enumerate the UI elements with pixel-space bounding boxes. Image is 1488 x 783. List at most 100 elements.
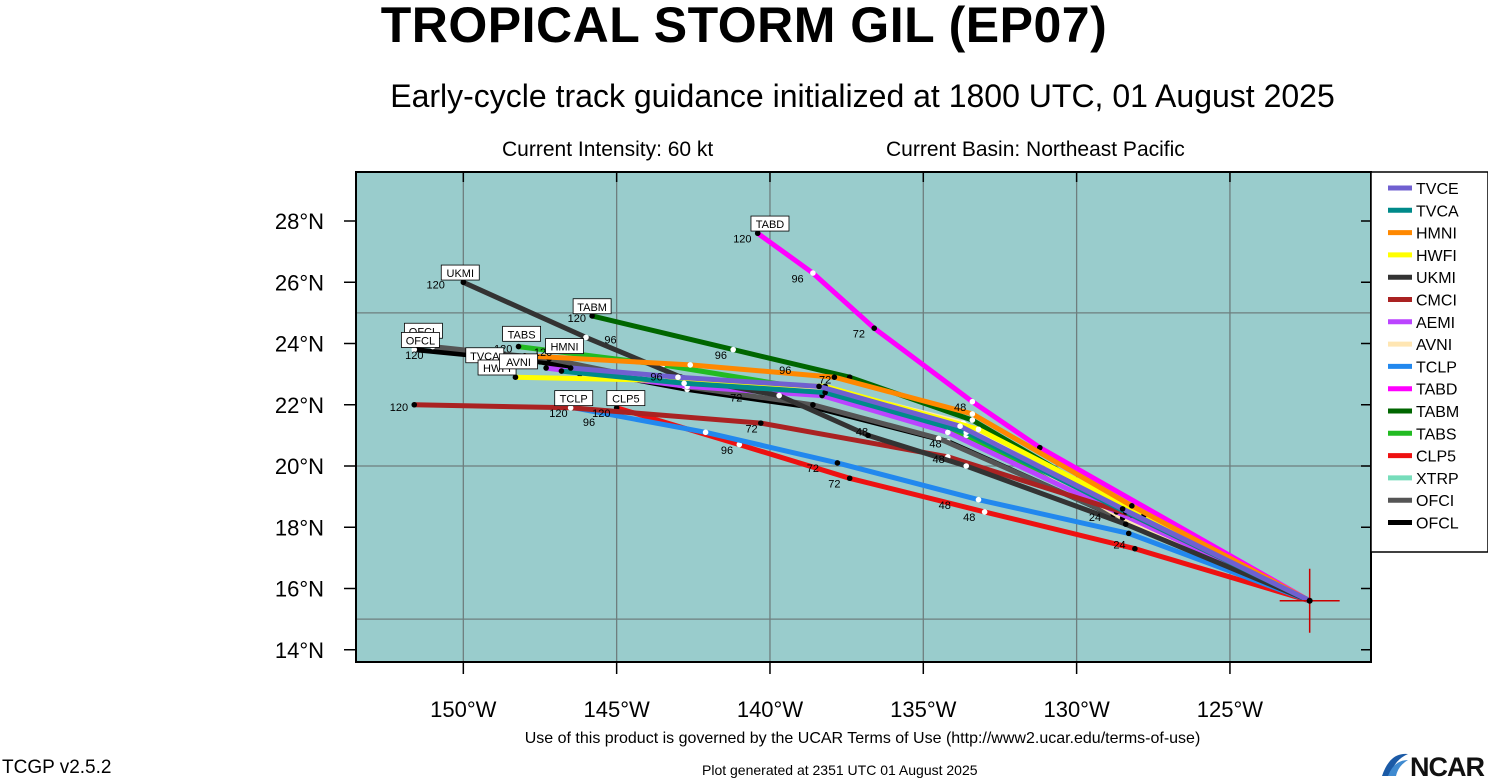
track-point [1037, 444, 1043, 451]
track-hour-label: 72 [853, 328, 865, 340]
track-point [687, 362, 694, 368]
model-name-box-text: UKMI [447, 268, 475, 280]
track-point [757, 420, 764, 426]
track-point [1132, 545, 1138, 552]
track-point [846, 475, 853, 482]
current-basin: Current Basin: Northeast Pacific [886, 138, 1185, 161]
track-hour-label: 48 [954, 402, 966, 414]
track-point [963, 463, 970, 469]
track-point [730, 346, 736, 353]
track-point [981, 509, 988, 515]
lat-tick-label: 18°N [275, 515, 324, 540]
track-point [558, 368, 565, 374]
legend-entry-tclp: TCLP [1416, 359, 1457, 376]
map-axes: 14°N 16°N 18°N 20°N 22°N 24°N 26°N 28°N 150°W 145… [275, 172, 1371, 722]
track-point [969, 398, 976, 405]
legend-entry-clp5: CLP5 [1416, 449, 1456, 466]
model-name-box: TCLP [554, 390, 594, 407]
ncar-logo: NCAR [1380, 748, 1486, 782]
track-hour-label: 96 [779, 365, 791, 377]
lat-tick-label: 26°N [275, 270, 324, 295]
track-point [871, 325, 878, 331]
track-point [567, 405, 574, 411]
track-point [589, 313, 595, 319]
model-name-box: TABD [750, 215, 790, 232]
track-point [1122, 521, 1129, 527]
model-name-box: AVNI [499, 353, 538, 370]
track-point [675, 374, 681, 380]
track-point [969, 417, 976, 423]
track-hour-label: 120 [405, 350, 423, 362]
lat-tick-label: 28°N [275, 209, 324, 234]
track-hour-label: 48 [963, 512, 975, 524]
lat-tick-label: 20°N [275, 454, 324, 479]
track-point [567, 365, 574, 371]
track-hour-label: 120 [549, 408, 567, 420]
model-name-box-bg [572, 298, 612, 315]
track-point [702, 429, 709, 436]
legend-entry-ofci: OFCI [1416, 493, 1454, 510]
page-subtitle: Early-cycle track guidance initialized a… [390, 78, 1335, 114]
model-name-box: UKMI [440, 264, 480, 281]
track-hour-label: 96 [604, 335, 616, 347]
model-name-box-bg [502, 325, 541, 342]
lon-tick-label: 145°W [584, 697, 651, 722]
model-name-box-bg [545, 338, 584, 354]
legend-entry-ukmi: UKMI [1416, 270, 1456, 287]
track-clp5 [614, 405, 1313, 604]
model-name-box-bg [750, 215, 790, 232]
lon-tick-label: 150°W [430, 697, 497, 722]
track-hour-label: 72 [828, 478, 840, 490]
plot-generated-time: Plot generated at 2351 UTC 01 August 202… [702, 762, 978, 778]
model-name-box: TABM [572, 298, 612, 315]
legend-entry-cmci: CMCI [1416, 293, 1457, 310]
track-point [776, 392, 782, 399]
lon-tick-label: 130°W [1043, 697, 1110, 722]
track-point [816, 383, 822, 390]
track-point [975, 496, 982, 503]
track-point [411, 401, 418, 408]
track-tabd [755, 230, 1313, 604]
track-point [831, 374, 838, 380]
model-name-box: OFCL [400, 332, 440, 348]
track-hour-label: 120 [427, 279, 445, 291]
track-point [969, 411, 976, 417]
lat-tick-label: 22°N [275, 393, 324, 418]
track-point [935, 435, 942, 442]
track-point [810, 401, 816, 408]
track-hour-label: 96 [721, 445, 733, 457]
track-point [975, 426, 982, 433]
track-hmni [522, 353, 1313, 604]
track-hour-label: 120 [592, 408, 610, 420]
model-name-box: TABS [502, 325, 541, 342]
model-name-box-bg [400, 332, 440, 348]
model-name-box-text: CLP5 [612, 394, 640, 406]
track-point [460, 279, 467, 286]
lon-tick-label: 125°W [1197, 697, 1264, 722]
legend-entry-tabs: TABS [1416, 426, 1457, 443]
track-hour-label: 72 [819, 374, 831, 386]
track-point [1125, 530, 1132, 537]
track-hour-label: 96 [791, 273, 803, 285]
model-name-box-text: TABS [508, 329, 536, 341]
lon-tick-label: 135°W [890, 697, 957, 722]
track-hour-label: 120 [390, 402, 408, 414]
track-point [865, 432, 871, 439]
legend-entry-hwfi: HWFI [1416, 248, 1457, 265]
track-point [681, 380, 687, 387]
page-title: TROPICAL STORM GIL (EP07) [380, 0, 1108, 53]
track-hour-label: 48 [939, 500, 951, 512]
track-ukmi [460, 279, 1313, 604]
track-hour-label: 96 [650, 371, 662, 383]
legend: TVCE TVCA HMNI HWFI UKMI CMCI AEMI AVNI TCLP TABD… [1370, 171, 1488, 553]
legend-entry-aemi: AEMI [1416, 315, 1455, 332]
track-hour-label: 120 [733, 233, 751, 245]
track-point [411, 346, 418, 353]
track-point [543, 365, 549, 371]
lon-tick-label: 140°W [737, 697, 804, 722]
track-hour-label: 96 [715, 350, 727, 362]
track-point [834, 460, 841, 466]
legend-entry-avni: AVNI [1416, 337, 1452, 354]
track-point [945, 429, 951, 436]
